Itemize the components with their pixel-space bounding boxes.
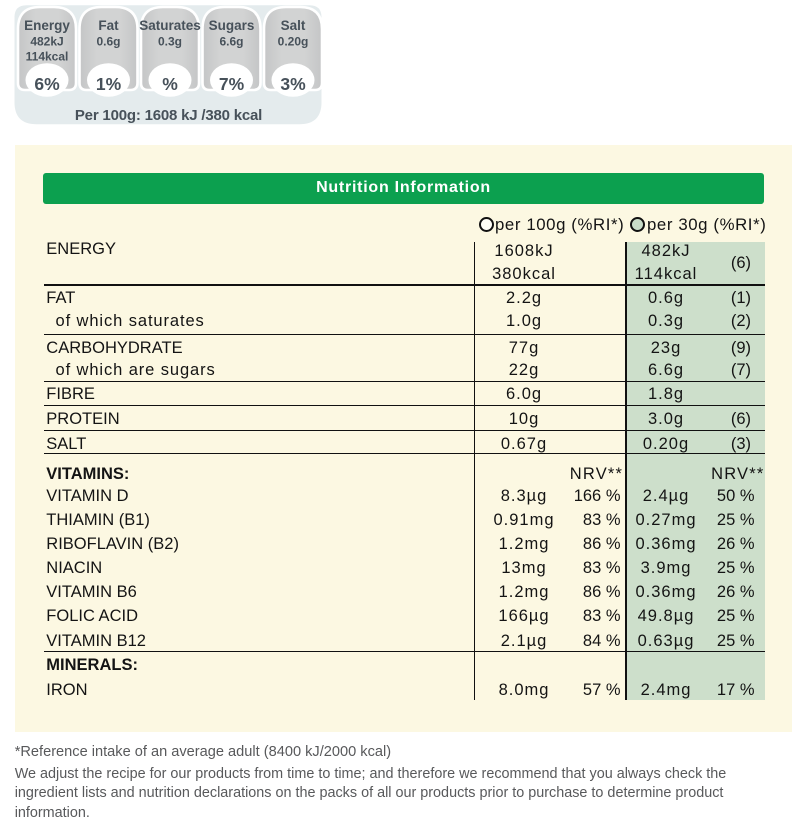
svg-text:Sugars: Sugars xyxy=(209,18,255,33)
svg-text:%: % xyxy=(162,74,178,94)
svg-text:482kJ: 482kJ xyxy=(30,35,63,49)
svg-text:Per 100g: 1608 kJ /380 kcal: Per 100g: 1608 kJ /380 kcal xyxy=(75,107,262,124)
svg-text:Fat: Fat xyxy=(98,18,119,33)
svg-text:114kcal: 114kcal xyxy=(26,50,69,64)
svg-text:0.3g: 0.3g xyxy=(158,35,182,49)
svg-text:Saturates: Saturates xyxy=(139,18,201,33)
svg-text:6%: 6% xyxy=(34,74,60,94)
svg-text:0.20g: 0.20g xyxy=(278,35,309,49)
svg-text:7%: 7% xyxy=(219,74,245,94)
svg-text:0.6g: 0.6g xyxy=(96,35,120,49)
svg-text:Energy: Energy xyxy=(24,18,70,33)
svg-text:6.6g: 6.6g xyxy=(219,35,243,49)
svg-text:1%: 1% xyxy=(96,74,122,94)
svg-text:3%: 3% xyxy=(280,74,306,94)
svg-text:Salt: Salt xyxy=(281,18,306,33)
